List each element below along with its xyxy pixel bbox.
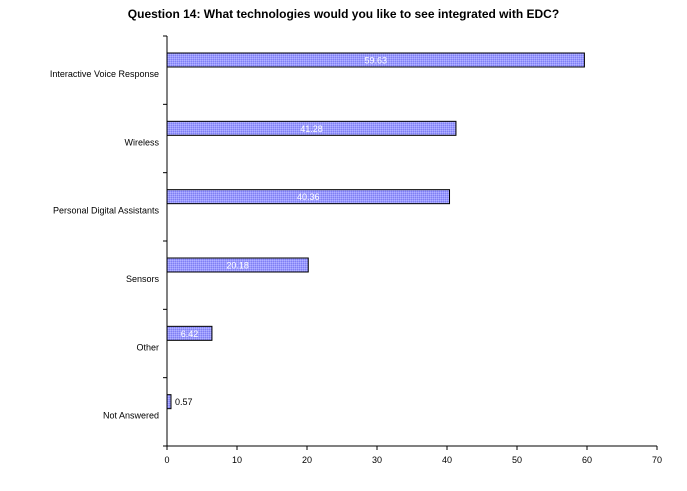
- bars-layer: [166, 52, 585, 410]
- category-label-0: Interactive Voice Response: [50, 69, 159, 79]
- data-label-5: 0.57: [175, 397, 193, 407]
- axis-layer: [163, 35, 658, 450]
- bar-5: [166, 394, 172, 410]
- x-tick-label-6: 60: [582, 455, 592, 465]
- category-label-4: Other: [136, 342, 159, 352]
- x-tick-label-7: 70: [652, 455, 662, 465]
- data-label-3: 20.18: [226, 261, 249, 271]
- labels-layer: 59.63 Interactive Voice Response 41.28 Wire…: [50, 56, 662, 466]
- x-tick-label-1: 10: [232, 455, 242, 465]
- data-label-1: 41.28: [300, 124, 323, 134]
- category-label-5: Not Answered: [103, 411, 159, 421]
- x-tick-label-4: 40: [442, 455, 452, 465]
- x-tick-label-5: 50: [512, 455, 522, 465]
- x-tick-label-2: 20: [302, 455, 312, 465]
- data-label-4: 6.42: [181, 329, 199, 339]
- category-label-3: Sensors: [126, 274, 160, 284]
- x-tick-label-3: 30: [372, 455, 382, 465]
- x-tick-label-0: 0: [164, 455, 169, 465]
- chart-title: Question 14: What technologies would you…: [127, 7, 560, 21]
- category-label-2: Personal Digital Assistants: [53, 206, 160, 216]
- data-label-2: 40.36: [297, 192, 320, 202]
- data-label-0: 59.63: [364, 56, 387, 66]
- category-label-1: Wireless: [124, 137, 159, 147]
